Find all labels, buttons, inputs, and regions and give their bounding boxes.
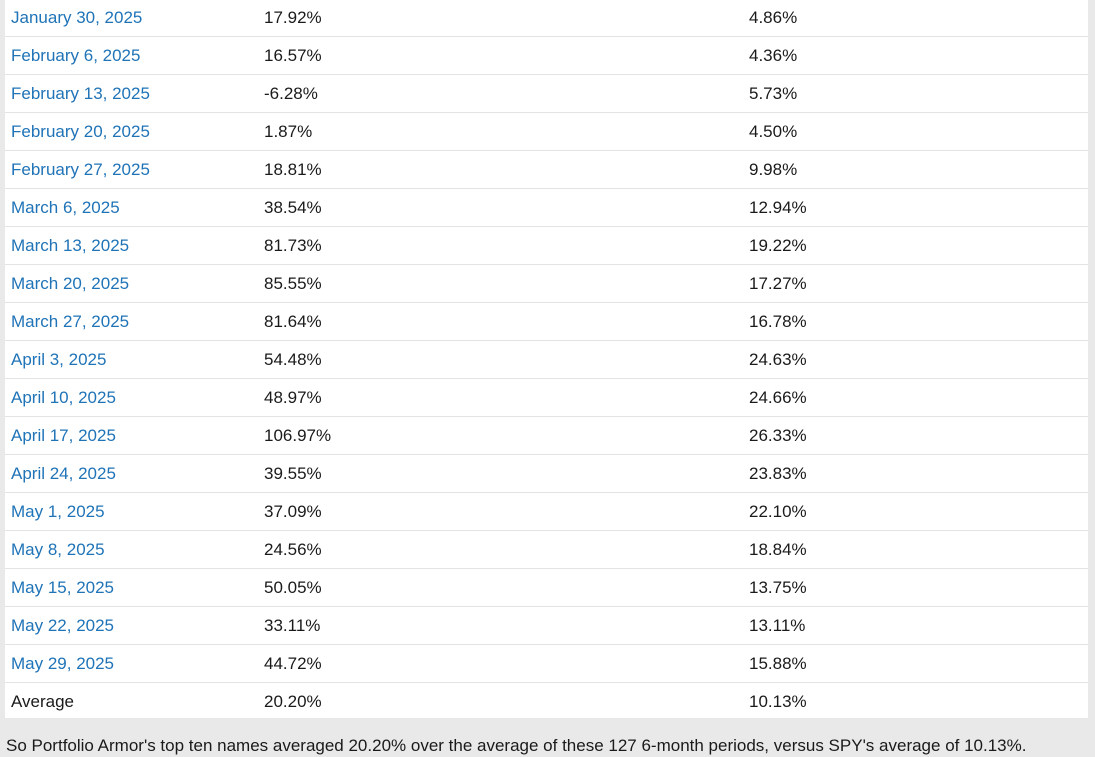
portfolio-return-cell: 106.97% xyxy=(258,416,743,455)
average-row: Average 20.20% 10.13% xyxy=(5,683,1088,721)
spy-return-cell: 17.27% xyxy=(743,264,1088,303)
table-row: May 8, 2025 24.56% 18.84% xyxy=(5,530,1088,569)
date-link[interactable]: February 20, 2025 xyxy=(5,112,258,151)
portfolio-return-cell: 50.05% xyxy=(258,568,743,607)
table-row: February 6, 2025 16.57% 4.36% xyxy=(5,36,1088,75)
table-row: February 27, 2025 18.81% 9.98% xyxy=(5,150,1088,189)
portfolio-return-cell: 44.72% xyxy=(258,644,743,683)
spy-return-cell: 26.33% xyxy=(743,416,1088,455)
spy-return-cell: 5.73% xyxy=(743,74,1088,113)
spy-return-cell: 23.83% xyxy=(743,454,1088,493)
table-row: March 20, 2025 85.55% 17.27% xyxy=(5,264,1088,303)
table-row: April 3, 2025 54.48% 24.63% xyxy=(5,340,1088,379)
spy-return-cell: 4.36% xyxy=(743,36,1088,75)
spy-return-cell: 9.98% xyxy=(743,150,1088,189)
spy-return-cell: 16.78% xyxy=(743,302,1088,341)
date-link[interactable]: February 6, 2025 xyxy=(5,36,258,75)
date-link[interactable]: April 17, 2025 xyxy=(5,416,258,455)
date-link[interactable]: March 20, 2025 xyxy=(5,264,258,303)
table-row: February 20, 2025 1.87% 4.50% xyxy=(5,112,1088,151)
spy-return-cell: 15.88% xyxy=(743,644,1088,683)
date-link[interactable]: May 15, 2025 xyxy=(5,568,258,607)
spy-return-cell: 24.63% xyxy=(743,340,1088,379)
spy-return-cell: 4.86% xyxy=(743,0,1088,37)
portfolio-return-cell: 38.54% xyxy=(258,188,743,227)
table-row: April 24, 2025 39.55% 23.83% xyxy=(5,454,1088,493)
spy-return-cell: 18.84% xyxy=(743,530,1088,569)
table-row: May 29, 2025 44.72% 15.88% xyxy=(5,644,1088,683)
portfolio-return-cell: 17.92% xyxy=(258,0,743,37)
date-link[interactable]: March 6, 2025 xyxy=(5,188,258,227)
date-link[interactable]: April 24, 2025 xyxy=(5,454,258,493)
average-portfolio-return: 20.20% xyxy=(264,691,322,711)
portfolio-return-cell: 24.56% xyxy=(258,530,743,569)
average-label: Average xyxy=(11,691,75,711)
table-row: April 17, 2025 106.97% 26.33% xyxy=(5,416,1088,455)
portfolio-return-cell: 16.57% xyxy=(258,36,743,75)
table-row: May 1, 2025 37.09% 22.10% xyxy=(5,492,1088,531)
spy-return-cell: 24.66% xyxy=(743,378,1088,417)
spy-return-cell: 4.50% xyxy=(743,112,1088,151)
average-spy-return: 10.13% xyxy=(749,691,807,711)
portfolio-return-cell: 1.87% xyxy=(258,112,743,151)
table-row: May 22, 2025 33.11% 13.11% xyxy=(5,606,1088,645)
spy-return-cell: 13.11% xyxy=(743,606,1088,645)
table-row: April 10, 2025 48.97% 24.66% xyxy=(5,378,1088,417)
date-link[interactable]: May 22, 2025 xyxy=(5,606,258,645)
table-row: March 6, 2025 38.54% 12.94% xyxy=(5,188,1088,227)
portfolio-return-cell: 39.55% xyxy=(258,454,743,493)
table-row: May 15, 2025 50.05% 13.75% xyxy=(5,568,1088,607)
date-link[interactable]: February 27, 2025 xyxy=(5,150,258,189)
date-link[interactable]: January 30, 2025 xyxy=(5,0,258,37)
portfolio-return-cell: -6.28% xyxy=(258,74,743,113)
portfolio-return-cell: 81.73% xyxy=(258,226,743,265)
returns-table-container: January 30, 2025 17.92% 4.86% February 6, 2… xyxy=(5,0,1088,718)
portfolio-return-cell: 54.48% xyxy=(258,340,743,379)
portfolio-return-cell: 81.64% xyxy=(258,302,743,341)
spy-return-cell: 19.22% xyxy=(743,226,1088,265)
portfolio-return-cell: 33.11% xyxy=(258,606,743,645)
date-link[interactable]: March 27, 2025 xyxy=(5,302,258,341)
table-row: March 13, 2025 81.73% 19.22% xyxy=(5,226,1088,265)
date-link[interactable]: May 1, 2025 xyxy=(5,492,258,531)
table-row: March 27, 2025 81.64% 16.78% xyxy=(5,302,1088,341)
portfolio-return-cell: 18.81% xyxy=(258,150,743,189)
portfolio-return-cell: 85.55% xyxy=(258,264,743,303)
date-link[interactable]: February 13, 2025 xyxy=(5,74,258,113)
date-link[interactable]: April 10, 2025 xyxy=(5,378,258,417)
table-row: February 13, 2025 -6.28% 5.73% xyxy=(5,74,1088,113)
portfolio-return-cell: 37.09% xyxy=(258,492,743,531)
date-link[interactable]: April 3, 2025 xyxy=(5,340,258,379)
returns-table: January 30, 2025 17.92% 4.86% February 6, 2… xyxy=(5,0,1088,720)
date-link[interactable]: March 13, 2025 xyxy=(5,226,258,265)
spy-return-cell: 22.10% xyxy=(743,492,1088,531)
spy-return-cell: 12.94% xyxy=(743,188,1088,227)
date-link[interactable]: May 29, 2025 xyxy=(5,644,258,683)
returns-table-body: January 30, 2025 17.92% 4.86% February 6, 2… xyxy=(5,0,1088,720)
table-row: January 30, 2025 17.92% 4.86% xyxy=(5,0,1088,37)
spy-return-cell: 13.75% xyxy=(743,568,1088,607)
summary-caption: So Portfolio Armor's top ten names avera… xyxy=(6,736,1027,755)
portfolio-return-cell: 48.97% xyxy=(258,378,743,417)
date-link[interactable]: May 8, 2025 xyxy=(5,530,258,569)
